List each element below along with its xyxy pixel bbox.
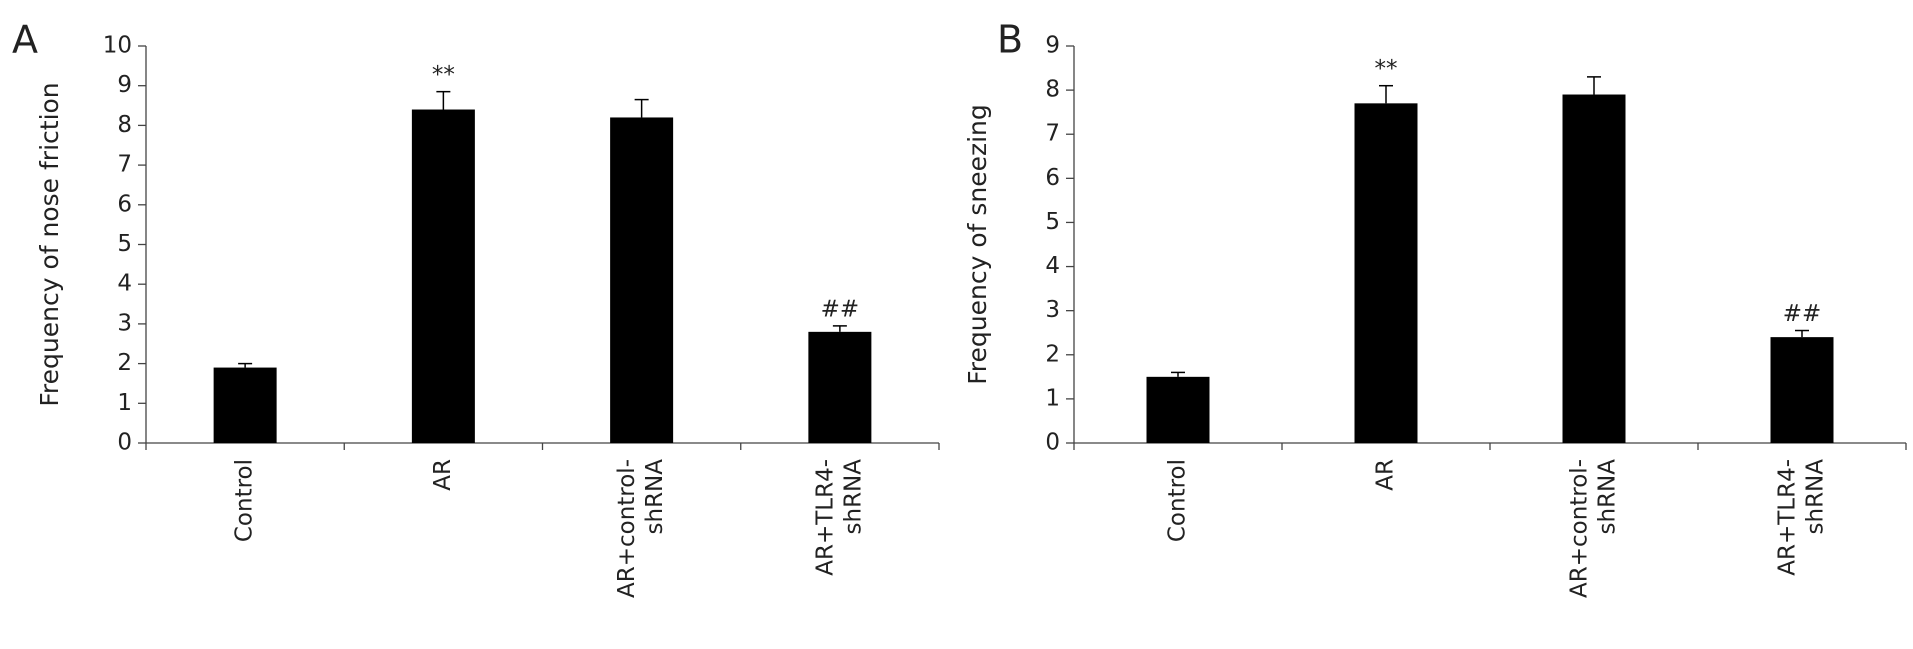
panel-label: A [12, 18, 38, 62]
x-tick-label: AR+TLR4- [1775, 459, 1801, 576]
x-tick-label: Control [1165, 459, 1191, 542]
significance-marker: ** [432, 62, 455, 88]
bar [1146, 376, 1210, 443]
x-tick-label: Control [232, 459, 258, 542]
x-tick-label: AR [1373, 459, 1399, 491]
y-tick-label: 3 [1045, 297, 1060, 323]
y-tick-label: 2 [1045, 341, 1060, 367]
y-tick-label: 6 [1045, 165, 1060, 191]
x-tick-label: shRNA [1595, 459, 1621, 535]
y-axis-label: Frequency of sneezing [963, 104, 992, 385]
bar [411, 109, 475, 444]
y-tick-label: 1 [117, 390, 132, 416]
y-tick-label: 10 [103, 33, 132, 59]
y-tick-label: 1 [1045, 385, 1060, 411]
y-tick-label: 9 [1045, 33, 1060, 59]
x-tick-label: AR [430, 459, 456, 491]
x-tick-label: shRNA [840, 459, 866, 535]
x-tick-label: shRNA [1803, 459, 1829, 535]
bar [610, 117, 674, 444]
y-tick-label: 7 [117, 152, 132, 178]
panel-label: B [997, 18, 1023, 62]
y-tick-label: 7 [1045, 121, 1060, 147]
x-tick-label: AR+control- [614, 459, 640, 598]
bar [1354, 103, 1418, 443]
y-tick-label: 8 [117, 112, 132, 138]
y-tick-label: 5 [117, 231, 132, 257]
y-tick-label: 5 [1045, 209, 1060, 235]
x-tick-label: AR+control- [1567, 459, 1593, 598]
y-tick-label: 3 [117, 310, 132, 336]
bar [213, 367, 277, 443]
significance-marker: ## [1783, 301, 1822, 327]
x-tick-label: AR+TLR4- [812, 459, 838, 576]
y-tick-label: 4 [1045, 253, 1060, 279]
bar [1562, 94, 1626, 444]
bar [808, 331, 872, 443]
significance-marker: ** [1375, 56, 1398, 82]
y-tick-label: 4 [117, 271, 132, 297]
y-tick-label: 2 [117, 350, 132, 376]
y-axis-label: Frequency of nose friction [35, 82, 64, 406]
significance-marker: ## [821, 296, 860, 322]
y-tick-label: 9 [117, 72, 132, 98]
y-tick-label: 6 [117, 191, 132, 217]
x-tick-label: shRNA [642, 459, 668, 535]
bar [1770, 337, 1834, 443]
y-tick-label: 8 [1045, 77, 1060, 103]
y-tick-label: 0 [1045, 430, 1060, 456]
y-tick-label: 0 [117, 430, 132, 456]
